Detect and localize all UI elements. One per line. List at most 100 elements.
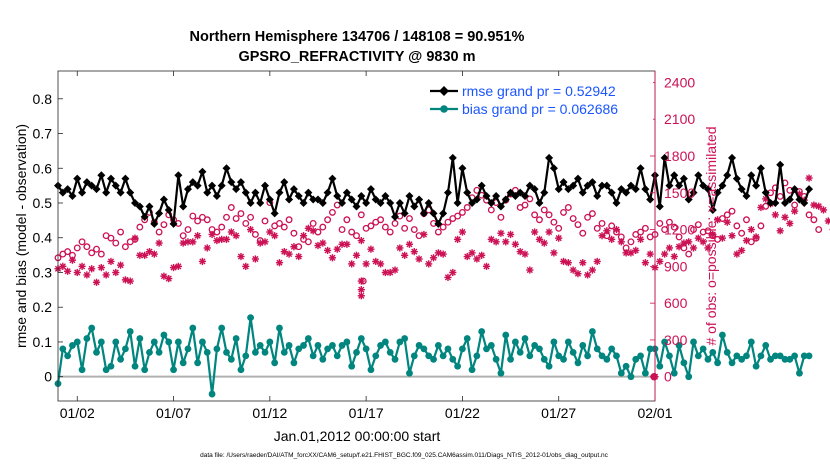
assimilated-obs-point <box>64 267 72 275</box>
bias-point <box>83 335 91 342</box>
possible-obs-point <box>367 222 375 230</box>
possible-obs-point <box>627 238 635 246</box>
rmse-point <box>169 219 178 228</box>
possible-obs-point <box>555 224 563 232</box>
assimilated-obs-point <box>194 232 202 240</box>
bias-point <box>381 338 389 346</box>
assimilated-obs-point <box>290 243 298 251</box>
assimilated-obs-point <box>579 259 587 267</box>
x-axis: 01/02 01/07 01/12 01/17 01/22 01/27 02/01 <box>60 71 673 421</box>
rmse-point <box>482 192 491 201</box>
assimilated-obs-point <box>155 239 163 247</box>
y-axis-right: 0 300 600 900 1200 1500 1800 2100 2400 <box>650 71 695 401</box>
rmse-point <box>193 181 202 190</box>
possible-obs-point <box>805 211 813 219</box>
possible-obs-point <box>815 226 823 234</box>
assimilated-obs-point <box>434 249 442 257</box>
bias-point <box>531 342 539 349</box>
bias-point <box>410 352 418 360</box>
assimilated-obs-point <box>203 244 211 252</box>
assimilated-obs-point <box>415 255 423 263</box>
bias-point <box>805 352 813 360</box>
assimilated-obs-point <box>357 292 365 300</box>
bias-point <box>93 348 100 356</box>
rmse-point <box>352 202 361 211</box>
rmse-point <box>111 181 120 190</box>
rmse-point <box>448 153 457 162</box>
y-axis-label-right: # of obs: o=possible; ×=assimilated <box>703 126 719 345</box>
possible-obs-point <box>353 232 360 240</box>
bias-point <box>232 335 240 342</box>
rmse-point <box>208 181 217 190</box>
rmse-point <box>540 188 549 197</box>
bias-point <box>97 338 105 346</box>
assimilated-obs-point <box>73 268 81 277</box>
assimilated-obs-point <box>670 252 678 261</box>
assimilated-obs-point <box>757 203 765 212</box>
rmse-point <box>559 178 568 187</box>
assimilated-obs-point <box>396 244 404 252</box>
bias-point <box>444 345 452 353</box>
bias-point <box>391 355 399 363</box>
rmse-point <box>357 192 366 201</box>
rmse-point <box>135 202 144 211</box>
assimilated-obs-point <box>420 230 428 239</box>
assimilated-obs-point <box>386 268 394 277</box>
assimilated-obs-point <box>425 260 433 268</box>
assimilated-obs-point <box>632 246 640 255</box>
bias-point <box>767 355 774 363</box>
assimilated-obs-point <box>810 201 818 209</box>
legend-bias-label: bias grand pr = 0.062686 <box>462 101 618 117</box>
legend-rmse-marker <box>439 86 449 96</box>
assimilated-obs-point <box>97 263 105 272</box>
possible-obs-point <box>560 208 567 216</box>
assimilated-obs-point <box>680 239 688 247</box>
possible-obs-point <box>791 201 799 209</box>
possible-obs-point <box>401 224 409 232</box>
y-tick-label-right: 0 <box>664 369 672 385</box>
assimilated-obs-point <box>545 228 553 236</box>
possible-obs-point <box>184 226 192 234</box>
rmse-point <box>790 185 799 194</box>
possible-obs-point <box>112 239 120 247</box>
assimilated-obs-point <box>242 262 250 270</box>
possible-obs-point <box>526 195 534 203</box>
x-tick-label: 01/07 <box>156 405 191 421</box>
chart-title-line1: Northern Hemisphere 134706 / 148108 = 90… <box>190 29 525 45</box>
bias-point <box>155 348 163 356</box>
bias-point <box>256 342 264 349</box>
possible-obs-point <box>463 204 471 211</box>
assimilated-obs-point <box>824 217 830 225</box>
bias-point <box>146 348 153 356</box>
assimilated-obs-point <box>608 235 616 243</box>
assimilated-obs-point <box>145 248 154 256</box>
rmse-point <box>771 199 780 207</box>
assimilated-obs-point <box>738 246 746 255</box>
assimilated-obs-point <box>468 249 476 257</box>
bias-point <box>439 352 447 360</box>
possible-obs-point <box>574 221 582 229</box>
assimilated-obs-point <box>521 250 529 258</box>
rmse-point <box>347 195 356 204</box>
rmse-point <box>198 167 207 176</box>
bias-point <box>338 342 346 349</box>
rmse-point <box>732 174 741 183</box>
possible-obs-point <box>194 217 202 225</box>
assimilated-obs-point <box>174 262 182 270</box>
possible-obs-point <box>410 226 418 234</box>
rmse-point <box>617 185 626 194</box>
bias-point <box>189 324 197 332</box>
assimilated-obs-point <box>218 235 226 243</box>
bias-point <box>227 355 235 363</box>
assimilated-obs-point <box>747 225 755 234</box>
assimilated-obs-point <box>526 266 534 274</box>
possible-obs-point <box>675 233 683 241</box>
assimilated-obs-point <box>88 265 96 273</box>
rmse-point <box>68 192 77 201</box>
rmse-point <box>405 192 414 201</box>
rmse-point <box>670 171 679 180</box>
assimilated-obs-point <box>405 240 414 248</box>
rmse-point <box>429 209 438 218</box>
assimilated-obs-point <box>699 238 707 246</box>
rmse-point <box>747 171 756 180</box>
